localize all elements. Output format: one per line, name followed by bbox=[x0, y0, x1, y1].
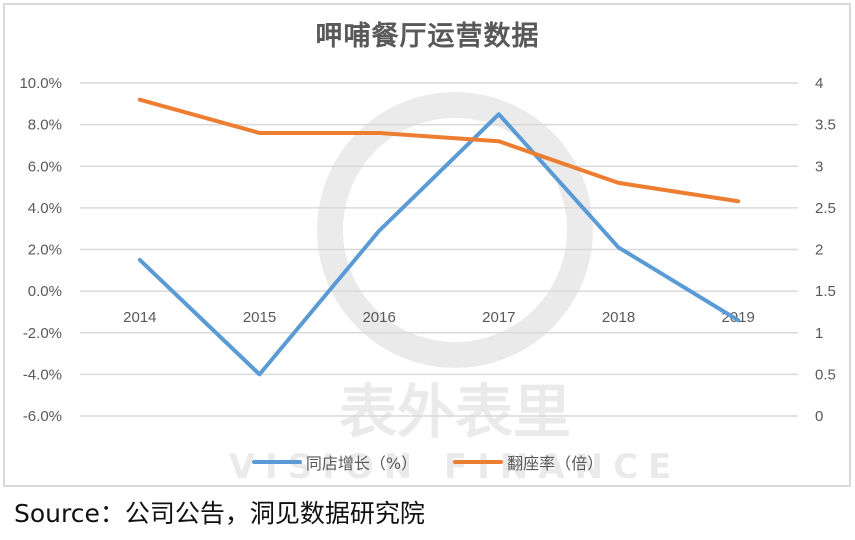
y-left-tick: -4.0% bbox=[23, 366, 62, 383]
y-right-tick: 1 bbox=[815, 325, 823, 342]
y-left-tick: -6.0% bbox=[23, 408, 62, 425]
svg-text:VISION FINANCE: VISION FINANCE bbox=[229, 447, 682, 487]
x-tick: 2015 bbox=[243, 309, 276, 326]
chart-title: 呷哺餐厅运营数据 bbox=[315, 21, 540, 52]
y-axis-right: 4 3.5 3 2.5 2 1.5 1 0.5 0 bbox=[815, 75, 836, 425]
y-axis-left: 10.0% 8.0% 6.0% 4.0% 2.0% 0.0% -2.0% -4.0% -6.0% bbox=[19, 75, 62, 425]
legend-label: 翻座率（倍） bbox=[507, 454, 604, 473]
y-left-tick: 8.0% bbox=[28, 117, 62, 134]
series-same-store-growth-line bbox=[137, 112, 741, 377]
y-left-tick: -2.0% bbox=[23, 325, 62, 342]
y-right-tick: 4 bbox=[815, 75, 823, 92]
y-right-tick: 2.5 bbox=[815, 200, 836, 217]
y-right-tick: 1.5 bbox=[815, 283, 836, 300]
x-axis: 2014 2015 2016 2017 2018 2019 bbox=[123, 309, 755, 326]
y-right-tick: 3.5 bbox=[815, 117, 836, 134]
legend-label: 同店增长（%） bbox=[305, 454, 418, 473]
y-right-tick: 0.5 bbox=[815, 366, 836, 383]
x-tick: 2014 bbox=[123, 309, 156, 326]
x-tick: 2017 bbox=[482, 309, 515, 326]
source-caption: Source：公司公告，洞见数据研究院 bbox=[14, 499, 425, 528]
y-left-tick: 2.0% bbox=[28, 242, 62, 259]
y-left-tick: 6.0% bbox=[28, 158, 62, 175]
series-turnover-rate-line bbox=[137, 97, 741, 204]
svg-text:表外表里: 表外表里 bbox=[339, 378, 571, 446]
series-lines bbox=[137, 97, 741, 377]
y-right-tick: 3 bbox=[815, 158, 823, 175]
x-tick: 2018 bbox=[602, 309, 635, 326]
y-left-tick: 10.0% bbox=[19, 75, 62, 92]
gridlines bbox=[80, 82, 798, 417]
legend: 同店增长（%） 翻座率（倍） bbox=[0, 450, 855, 474]
y-left-tick: 0.0% bbox=[28, 283, 62, 300]
legend-swatch-blue bbox=[251, 460, 302, 464]
x-tick: 2016 bbox=[362, 309, 395, 326]
watermark-logo: 表外表里 VISION FINANCE bbox=[229, 92, 682, 487]
legend-item-same-store-growth: 同店增长（%） bbox=[251, 450, 418, 474]
y-right-tick: 0 bbox=[815, 408, 823, 425]
y-right-tick: 2 bbox=[815, 242, 823, 259]
legend-swatch-orange bbox=[453, 460, 504, 464]
legend-item-turnover-rate: 翻座率（倍） bbox=[453, 450, 603, 474]
y-left-tick: 4.0% bbox=[28, 200, 62, 217]
